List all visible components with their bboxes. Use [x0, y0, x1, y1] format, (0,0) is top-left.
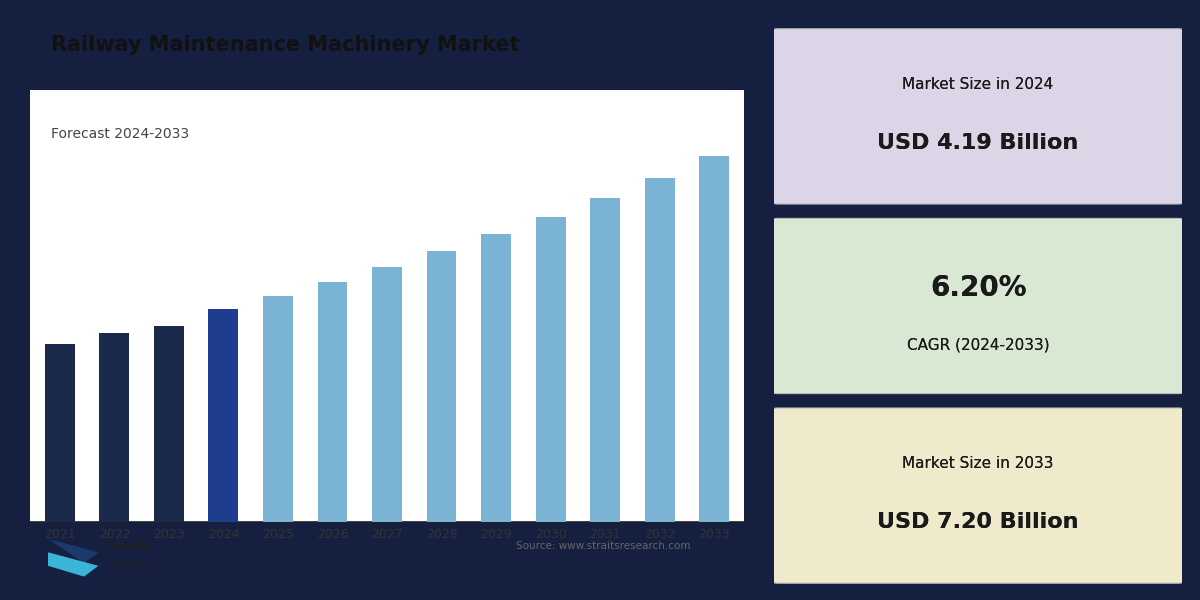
Bar	[44, 344, 74, 522]
Bar	[481, 235, 511, 522]
Polygon shape	[48, 539, 98, 563]
Text: Railway Maintenance Machinery Market: Railway Maintenance Machinery Market	[52, 35, 520, 55]
FancyBboxPatch shape	[770, 29, 1186, 204]
Text: CAGR (2024-2033): CAGR (2024-2033)	[907, 338, 1049, 353]
Bar	[100, 333, 130, 522]
Bar	[426, 251, 456, 522]
Text: USD 4.19 Billion: USD 4.19 Billion	[877, 133, 1079, 153]
Text: Market Size in 2033: Market Size in 2033	[902, 456, 1054, 471]
Text: Market Size in 2024: Market Size in 2024	[902, 77, 1054, 92]
Text: Source: www.straitsresearch.com: Source: www.straitsresearch.com	[516, 541, 690, 551]
Bar	[263, 296, 293, 522]
Bar	[209, 309, 239, 522]
Bar	[700, 156, 730, 522]
Text: Forecast 2024-2033: Forecast 2024-2033	[52, 127, 190, 140]
Text: CAGR (2024-2033): CAGR (2024-2033)	[907, 338, 1049, 353]
Bar	[590, 198, 620, 522]
Bar	[372, 267, 402, 522]
Text: 6.20%: 6.20%	[930, 274, 1026, 302]
Text: Market Size in 2033: Market Size in 2033	[902, 456, 1054, 471]
Bar	[535, 217, 565, 522]
Text: straits: straits	[108, 541, 154, 553]
FancyBboxPatch shape	[770, 408, 1186, 583]
FancyBboxPatch shape	[770, 218, 1186, 394]
Text: 6.20%: 6.20%	[930, 274, 1026, 302]
Bar	[644, 178, 674, 522]
Text: USD 7.20 Billion: USD 7.20 Billion	[877, 512, 1079, 532]
Text: Market Size in 2024: Market Size in 2024	[902, 77, 1054, 92]
Text: research: research	[108, 561, 154, 571]
Text: USD 7.20 Billion: USD 7.20 Billion	[877, 512, 1079, 532]
Bar	[154, 326, 184, 522]
Bar	[318, 281, 348, 522]
Text: USD 4.19 Billion: USD 4.19 Billion	[877, 133, 1079, 153]
Polygon shape	[48, 552, 98, 577]
